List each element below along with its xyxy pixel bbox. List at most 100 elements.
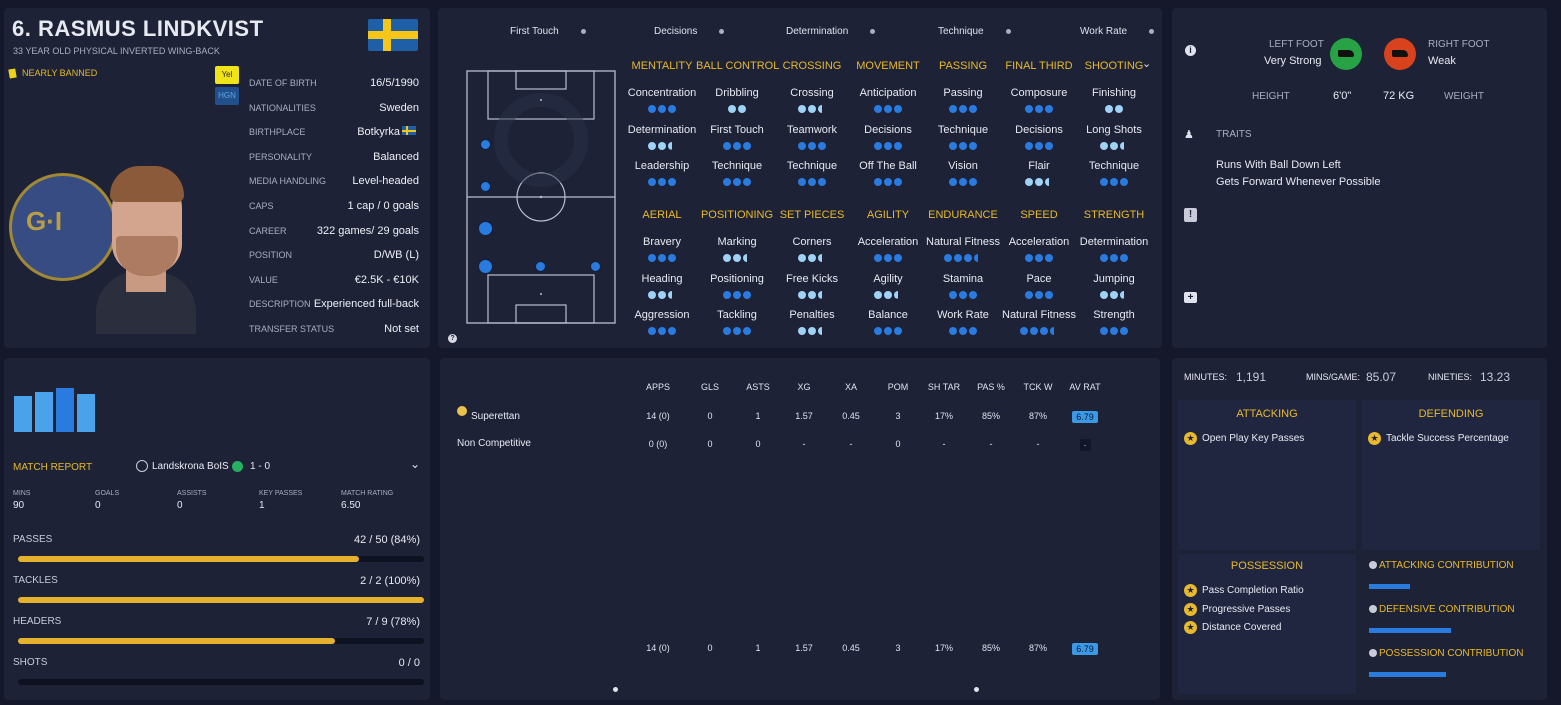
top-attr-item[interactable]: Work Rate <box>1080 26 1155 37</box>
attribute-item[interactable]: Heading <box>621 273 703 300</box>
attribute-item[interactable]: Anticipation <box>847 87 929 114</box>
rating-dot <box>808 178 816 186</box>
attribute-item[interactable]: Acceleration <box>847 236 929 263</box>
attribute-item[interactable]: Decisions <box>998 124 1080 151</box>
attribute-item[interactable]: Determination <box>1073 236 1155 263</box>
attribute-item[interactable]: Natural Fitness <box>922 236 1004 263</box>
yel-badge[interactable]: Yel <box>215 66 239 84</box>
attribute-item[interactable]: Technique <box>1073 160 1155 187</box>
attribute-item[interactable]: Crossing <box>771 87 853 114</box>
pos-dot-2[interactable] <box>480 181 491 192</box>
rating-dot <box>818 178 826 186</box>
pos-dot-3[interactable] <box>478 221 493 236</box>
page-dot-1[interactable] <box>613 687 618 692</box>
attribute-item[interactable]: Dribbling <box>696 87 778 114</box>
table-header-av-rat[interactable]: AV RAT <box>1069 382 1101 392</box>
pos-dot-1[interactable] <box>480 139 491 150</box>
match-stat-value: 6.50 <box>341 500 361 511</box>
alert-icon[interactable]: ! <box>1184 208 1197 222</box>
table-header-pas--[interactable]: PAS % <box>977 382 1005 392</box>
info-icon[interactable]: i <box>1185 45 1196 56</box>
stats-panel: APPS GLS ASTS XG XA POM SH TAR PAS % TCK W AV RAT… <box>440 358 1160 700</box>
attribute-item[interactable]: Teamwork <box>771 124 853 151</box>
attribute-item[interactable]: Acceleration <box>998 236 1080 263</box>
table-header-sh-tar[interactable]: SH TAR <box>927 382 961 392</box>
attribute-item[interactable]: Stamina <box>922 273 1004 300</box>
rating-dot <box>1045 290 1053 299</box>
attribute-item[interactable]: Composure <box>998 87 1080 114</box>
attribute-name: Bravery <box>643 236 681 248</box>
attribute-item[interactable]: Passing <box>922 87 1004 114</box>
top-attr-item[interactable]: Decisions <box>654 26 725 37</box>
table-row-name[interactable]: Non Competitive <box>457 438 531 449</box>
player-subtitle: 33 YEAR OLD PHYSICAL INVERTED WING-BACK <box>13 46 220 56</box>
attribute-item[interactable]: Balance <box>847 309 929 336</box>
attribute-item[interactable]: Bravery <box>621 236 703 263</box>
top-attr-item[interactable]: Determination <box>786 26 876 37</box>
match-dropdown-chevron-icon[interactable]: ⌄ <box>410 457 421 471</box>
table-header-pom[interactable]: POM <box>887 382 909 392</box>
rating-dot <box>949 141 957 150</box>
top-attr-item[interactable]: First Touch <box>510 26 586 37</box>
table-header-xa[interactable]: XA <box>844 382 857 392</box>
table-header-asts[interactable]: ASTS <box>746 382 770 392</box>
table-header-apps[interactable]: APPS <box>645 382 670 392</box>
table-header-tck-w[interactable]: TCK W <box>1023 382 1053 392</box>
attribute-name: Penalties <box>789 309 835 321</box>
attribute-item[interactable]: Flair <box>998 160 1080 187</box>
table-cell: - <box>1065 439 1105 451</box>
attribute-item[interactable]: Penalties <box>771 309 853 336</box>
attribute-name: Work Rate <box>937 309 989 321</box>
attribute-item[interactable]: Finishing <box>1073 87 1155 114</box>
table-header-gls[interactable]: GLS <box>700 382 719 392</box>
attribute-item[interactable]: Marking <box>696 236 778 263</box>
attribute-item[interactable]: Tackling <box>696 309 778 336</box>
attribute-item[interactable]: Strength <box>1073 309 1155 336</box>
attribute-item[interactable]: Agility <box>847 273 929 300</box>
top-attr-item[interactable]: Technique <box>938 26 1011 37</box>
chevron-down-icon[interactable]: ⌄ <box>1142 58 1152 70</box>
rating-dot <box>894 141 902 150</box>
contribution-item[interactable]: DEFENSIVE CONTRIBUTION <box>1369 604 1515 615</box>
medical-icon[interactable]: + <box>1184 292 1197 303</box>
attribute-name: Marking <box>717 236 757 248</box>
attribute-item[interactable]: Determination <box>621 124 703 151</box>
help-icon[interactable]: ? <box>448 334 457 343</box>
attribute-item[interactable]: Aggression <box>621 309 703 336</box>
attribute-item[interactable]: Pace <box>998 273 1080 300</box>
table-cell: 17% <box>934 411 953 421</box>
pos-dot-6[interactable] <box>590 261 601 272</box>
attribute-item[interactable]: Technique <box>771 160 853 187</box>
table-total-cell: 0.45 <box>842 643 860 653</box>
attribute-item[interactable]: Concentration <box>621 87 703 114</box>
attribute-item[interactable]: Vision <box>922 160 1004 187</box>
attribute-item[interactable]: Technique <box>922 124 1004 151</box>
attribute-item[interactable]: Off The Ball <box>847 160 929 187</box>
attribute-name: Determination <box>1079 236 1149 248</box>
category-aerial: AERIAL <box>642 209 682 221</box>
page-dot-2[interactable] <box>974 687 979 692</box>
attribute-item[interactable]: Positioning <box>696 273 778 300</box>
pos-dot-5[interactable] <box>535 261 546 272</box>
attribute-item[interactable]: Corners <box>771 236 853 263</box>
table-row-name[interactable]: Superettan <box>457 406 520 422</box>
attribute-item[interactable]: Decisions <box>847 124 929 151</box>
attribute-item[interactable]: Long Shots <box>1073 124 1155 151</box>
contribution-item[interactable]: ATTACKING CONTRIBUTION <box>1369 560 1514 571</box>
attribute-item[interactable]: Leadership <box>621 160 703 187</box>
table-header-xg[interactable]: XG <box>797 382 811 392</box>
attribute-item[interactable]: Natural Fitness <box>998 309 1080 336</box>
hgn-badge[interactable]: HGN <box>215 87 239 105</box>
rating-dot <box>1120 290 1124 299</box>
pos-dot-4[interactable] <box>478 259 493 274</box>
rating-dot <box>1105 105 1113 113</box>
attribute-item[interactable]: Technique <box>696 160 778 187</box>
attribute-item[interactable]: Jumping <box>1073 273 1155 300</box>
match-bar-fill <box>18 556 360 562</box>
attribute-item[interactable]: Work Rate <box>922 309 1004 336</box>
contribution-item[interactable]: POSSESSION CONTRIBUTION <box>1369 648 1523 659</box>
attribute-item[interactable]: Free Kicks <box>771 273 853 300</box>
rating-dot <box>1110 327 1118 335</box>
attribute-item[interactable]: First Touch <box>696 124 778 151</box>
match-report-label[interactable]: MATCH REPORT <box>13 462 93 473</box>
